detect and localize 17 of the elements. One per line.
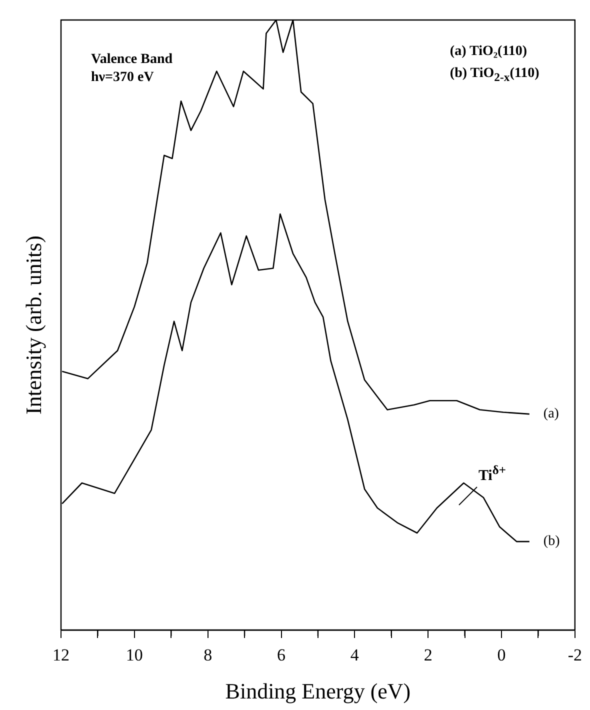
x-tick-label: 2 — [424, 646, 432, 665]
series-label: (b) — [543, 534, 560, 550]
x-tick-label: 0 — [497, 646, 506, 665]
annotation: Valence Band — [91, 52, 173, 68]
x-tick-label: 12 — [52, 646, 70, 665]
annotation: Ti$^{δ+}$ — [478, 462, 506, 484]
x-tick-label: 10 — [126, 646, 143, 665]
x-tick-label: 4 — [350, 646, 360, 665]
x-axis-title: Binding Energy (eV) — [225, 678, 411, 704]
annotation: (a) TiO₂(110) — [450, 44, 528, 60]
series-label: (a) — [543, 406, 560, 422]
annotation: hν=370 eV — [91, 70, 154, 86]
x-tick-label: -2 — [568, 646, 582, 665]
annotation: (b) TiO$_{2-x}$(110) — [450, 66, 540, 86]
y-axis-title: Intensity (arb. units) — [20, 235, 46, 415]
x-tick-label: 6 — [277, 646, 286, 665]
x-tick-label: 8 — [204, 646, 212, 665]
